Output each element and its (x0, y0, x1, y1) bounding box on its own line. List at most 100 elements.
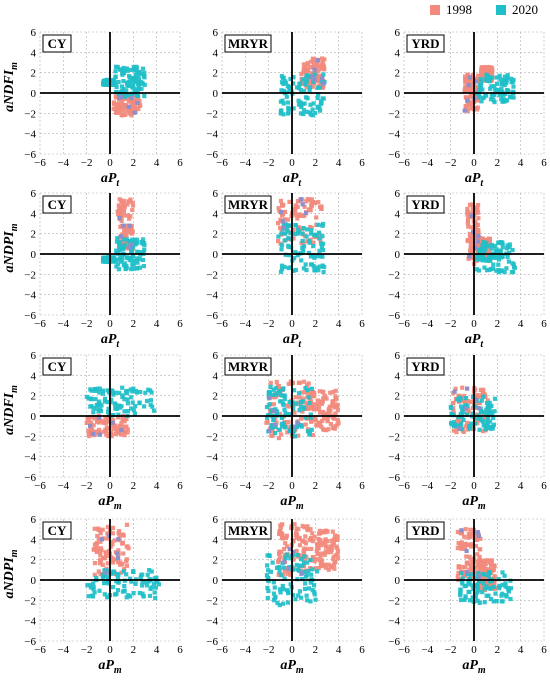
point-1998 (276, 558, 281, 563)
point-2020 (299, 557, 304, 562)
point-2020 (133, 581, 138, 586)
point-2020 (294, 401, 299, 407)
y-tick-label: 6 (31, 350, 37, 362)
point-2020 (143, 580, 148, 585)
point-2020 (503, 584, 508, 589)
point-1998 (308, 81, 313, 86)
point-1998 (117, 108, 122, 113)
point-1998 (303, 534, 308, 539)
point-2020 (153, 585, 158, 590)
y-axis-label: aNDPIm (2, 549, 20, 598)
y-axis-label-main: aNDFI (2, 392, 17, 435)
x-axis-label: aPm (98, 658, 122, 676)
point-2020 (509, 76, 514, 81)
point-mixed (121, 223, 126, 228)
point-1998 (474, 231, 480, 236)
point-mixed (115, 551, 120, 556)
point-2020 (125, 397, 130, 402)
point-2020 (299, 111, 304, 116)
point-1998 (327, 404, 332, 409)
point-2020 (281, 101, 286, 106)
point-2020 (110, 585, 116, 590)
point-2020 (147, 568, 152, 573)
point-2020 (105, 595, 110, 600)
point-1998 (460, 385, 465, 390)
point-1998 (319, 424, 324, 429)
point-mixed (477, 574, 482, 579)
point-2020 (314, 232, 319, 237)
point-2020 (102, 568, 107, 573)
point-2020 (485, 244, 490, 249)
point-2020 (310, 107, 315, 112)
point-2020 (294, 562, 299, 568)
x-axis-label-subscript: m (114, 501, 122, 512)
point-1998 (468, 534, 473, 539)
point-1998 (125, 544, 130, 549)
point-1998 (120, 416, 125, 421)
point-1998 (122, 419, 127, 424)
point-2020 (321, 221, 326, 227)
point-2020 (283, 231, 288, 236)
point-1998 (124, 563, 130, 568)
point-1998 (98, 531, 103, 536)
point-mixed (117, 216, 122, 221)
point-1998 (122, 198, 127, 203)
point-mixed (476, 533, 481, 538)
point-1998 (320, 58, 325, 63)
point-1998 (136, 106, 141, 112)
point-1998 (487, 236, 492, 242)
y-tick-label: 2 (213, 391, 219, 403)
panel-label-box (406, 195, 445, 214)
x-tick-label: −2 (445, 480, 457, 492)
point-1998 (296, 527, 301, 532)
point-1998 (124, 559, 129, 564)
x-axis-label-subscript: m (478, 665, 486, 676)
x-tick-label: 0 (107, 480, 113, 492)
point-1998 (96, 569, 101, 574)
point-1998 (309, 546, 314, 551)
point-2020 (502, 83, 507, 88)
point-2020 (301, 248, 306, 253)
x-tick-label: 6 (359, 644, 365, 656)
point-1998 (311, 200, 316, 205)
point-2020 (103, 396, 108, 401)
point-1998 (482, 67, 487, 72)
point-1998 (117, 529, 122, 534)
point-2020 (312, 72, 317, 77)
point-2020 (267, 553, 272, 559)
point-2020 (484, 400, 490, 406)
x-axis-label-main: aP (98, 494, 114, 509)
point-2020 (494, 247, 499, 252)
point-mixed (267, 428, 272, 433)
point-1998 (133, 103, 138, 108)
point-2020 (120, 385, 125, 390)
x-tick-label: 4 (154, 157, 160, 169)
point-2020 (463, 594, 468, 599)
point-1998 (125, 213, 130, 218)
point-2020 (295, 231, 301, 236)
x-axis-label-subscript: m (296, 501, 304, 512)
point-2020 (481, 410, 486, 415)
point-mixed (119, 94, 124, 100)
x-tick-label: 0 (107, 157, 113, 169)
y-axis-label-subscript: m (9, 385, 20, 393)
point-1998 (486, 240, 491, 245)
point-1998 (118, 110, 123, 115)
point-2020 (494, 599, 499, 604)
point-1998 (101, 420, 106, 425)
point-2020 (296, 391, 302, 396)
point-2020 (286, 591, 291, 596)
point-2020 (281, 75, 286, 80)
panel-mryr-row1: 6 4 2 0 −2 −4 −6−6 −4 −2 0 2 4 6 MRYR aPt (206, 27, 365, 189)
point-1998 (296, 225, 301, 230)
point-1998 (486, 68, 491, 73)
point-1998 (96, 430, 101, 435)
point-1998 (105, 536, 110, 541)
point-1998 (485, 558, 490, 563)
point-2020 (498, 77, 503, 82)
point-2020 (286, 244, 291, 250)
y-tick-label: 6 (31, 27, 37, 39)
point-1998 (302, 390, 307, 395)
point-2020 (467, 598, 473, 603)
point-2020 (477, 249, 482, 254)
